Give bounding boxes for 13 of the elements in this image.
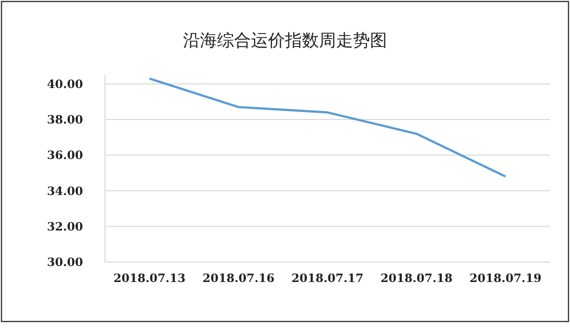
x-tick-label: 2018.07.17 bbox=[291, 271, 364, 285]
y-tick-label: 34.00 bbox=[46, 184, 83, 198]
x-tick-label: 2018.07.18 bbox=[380, 271, 453, 285]
chart-title: 沿海综合运价指数周走势图 bbox=[183, 31, 387, 51]
x-tick-label: 2018.07.19 bbox=[469, 271, 542, 285]
line-series bbox=[148, 77, 507, 178]
y-tick-label: 36.00 bbox=[46, 148, 83, 162]
y-tick-label: 40.00 bbox=[46, 76, 83, 91]
x-tick-label: 2018.07.13 bbox=[113, 271, 186, 285]
y-tick-label: 38.00 bbox=[46, 112, 83, 127]
x-tick-label: 2018.07.16 bbox=[202, 271, 275, 285]
y-tick-label: 32.00 bbox=[46, 219, 83, 234]
y-tick-label: 30.00 bbox=[46, 255, 83, 269]
